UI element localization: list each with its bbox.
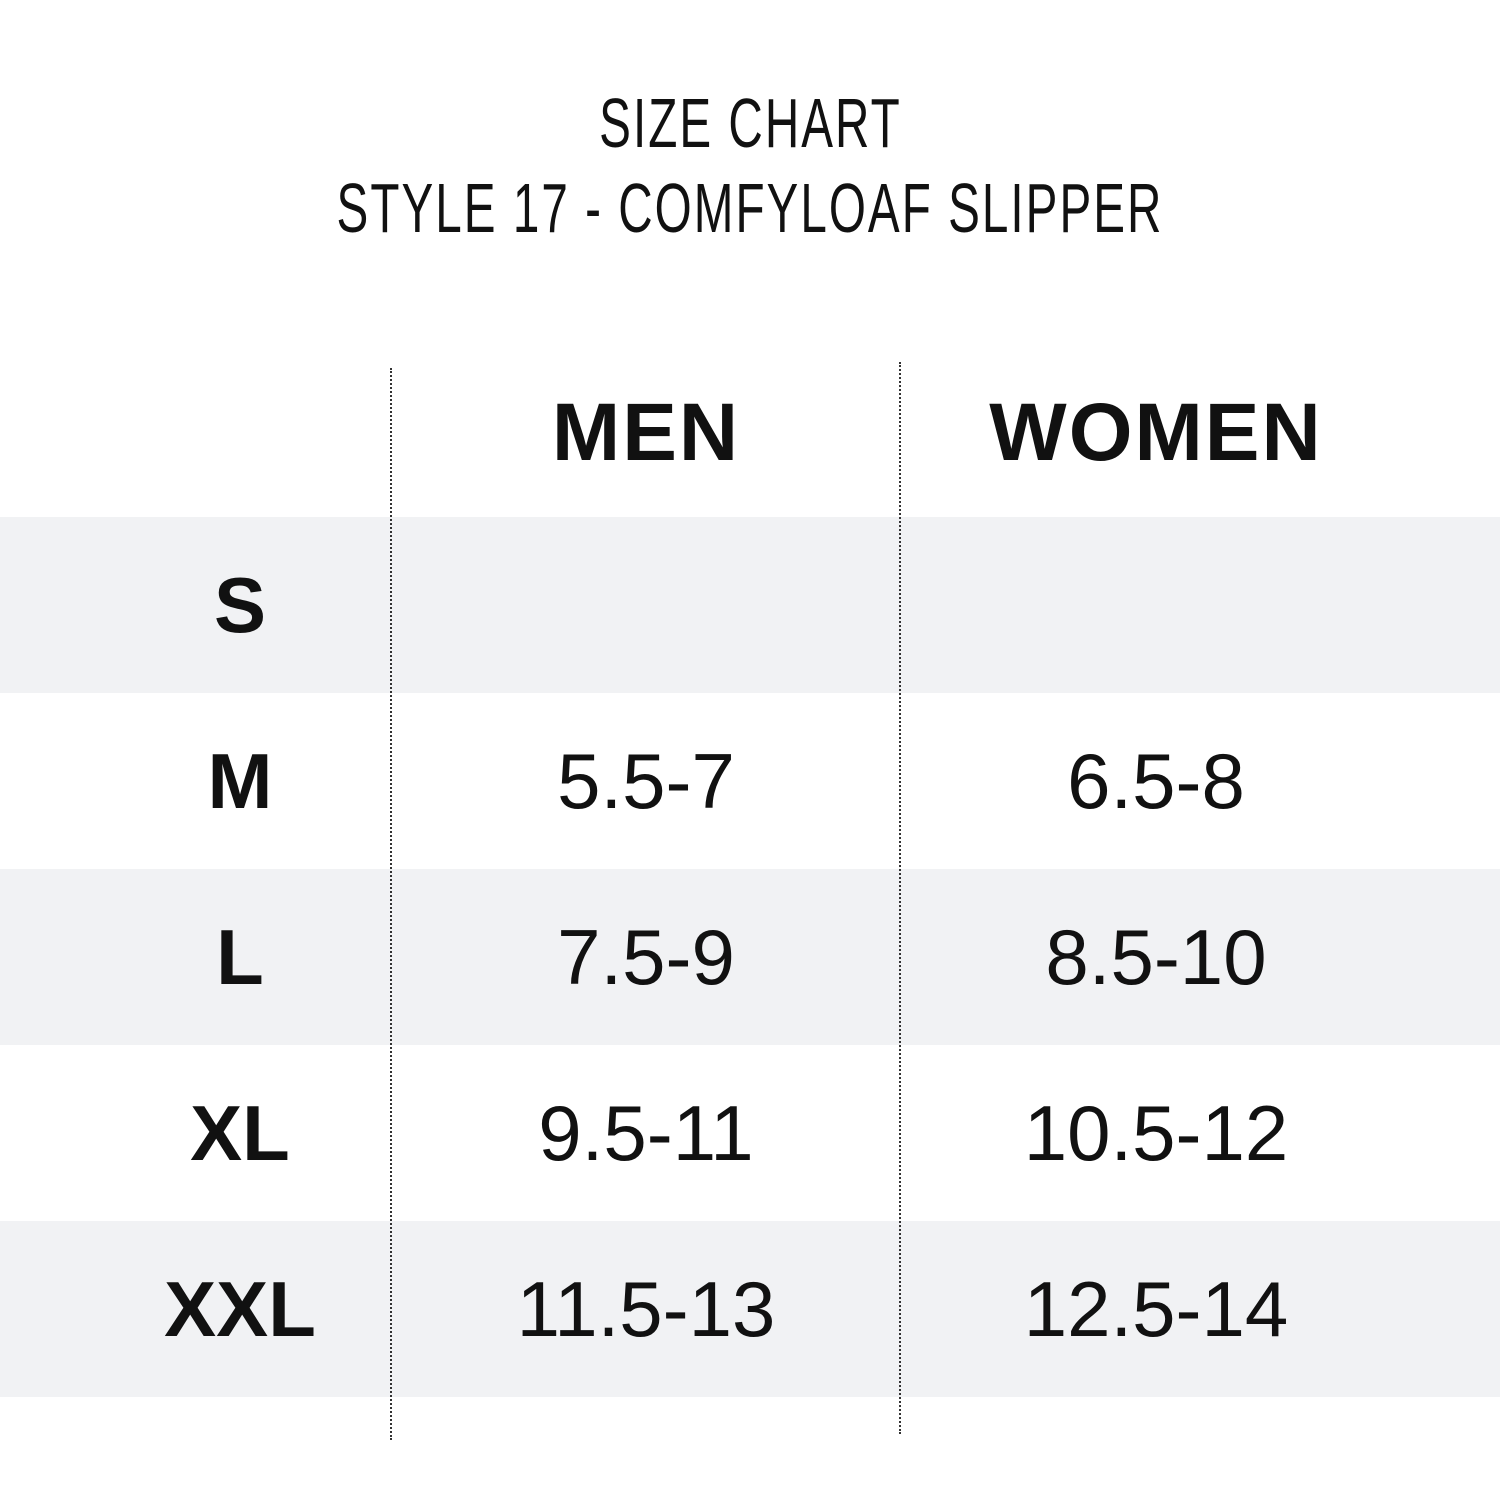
table-row: L 7.5-9 8.5-10 — [0, 869, 1500, 1045]
table-row: S — [0, 517, 1500, 693]
chart-title: SIZE CHART — [598, 84, 902, 162]
men-size: 7.5-9 — [557, 912, 735, 1001]
table-row: XXL 11.5-13 12.5-14 — [0, 1221, 1500, 1397]
size-label: L — [216, 912, 264, 1001]
men-size: 5.5-7 — [557, 736, 735, 825]
men-size: 11.5-13 — [516, 1264, 776, 1353]
women-size: 10.5-12 — [1023, 1088, 1289, 1177]
header-women: WOMEN — [989, 387, 1323, 478]
chart-subtitle: STYLE 17 - COMFYLOAF SLIPPER — [336, 169, 1164, 247]
header-men: MEN — [551, 387, 741, 478]
column-divider — [390, 368, 392, 1440]
table-row: XL 9.5-11 10.5-12 — [0, 1045, 1500, 1221]
size-label: S — [213, 560, 267, 649]
women-size: 6.5-8 — [1067, 736, 1245, 825]
men-size — [392, 517, 900, 693]
column-divider — [899, 362, 901, 1434]
women-size: 8.5-10 — [1045, 912, 1267, 1001]
men-size: 9.5-11 — [538, 1088, 754, 1177]
size-label: XL — [190, 1088, 290, 1177]
size-label: XXL — [164, 1264, 316, 1353]
women-size — [901, 517, 1411, 693]
size-label: M — [207, 736, 273, 825]
header-row: MEN WOMEN — [0, 345, 1500, 521]
table-row: M 5.5-7 6.5-8 — [0, 693, 1500, 869]
women-size: 12.5-14 — [1023, 1264, 1289, 1353]
